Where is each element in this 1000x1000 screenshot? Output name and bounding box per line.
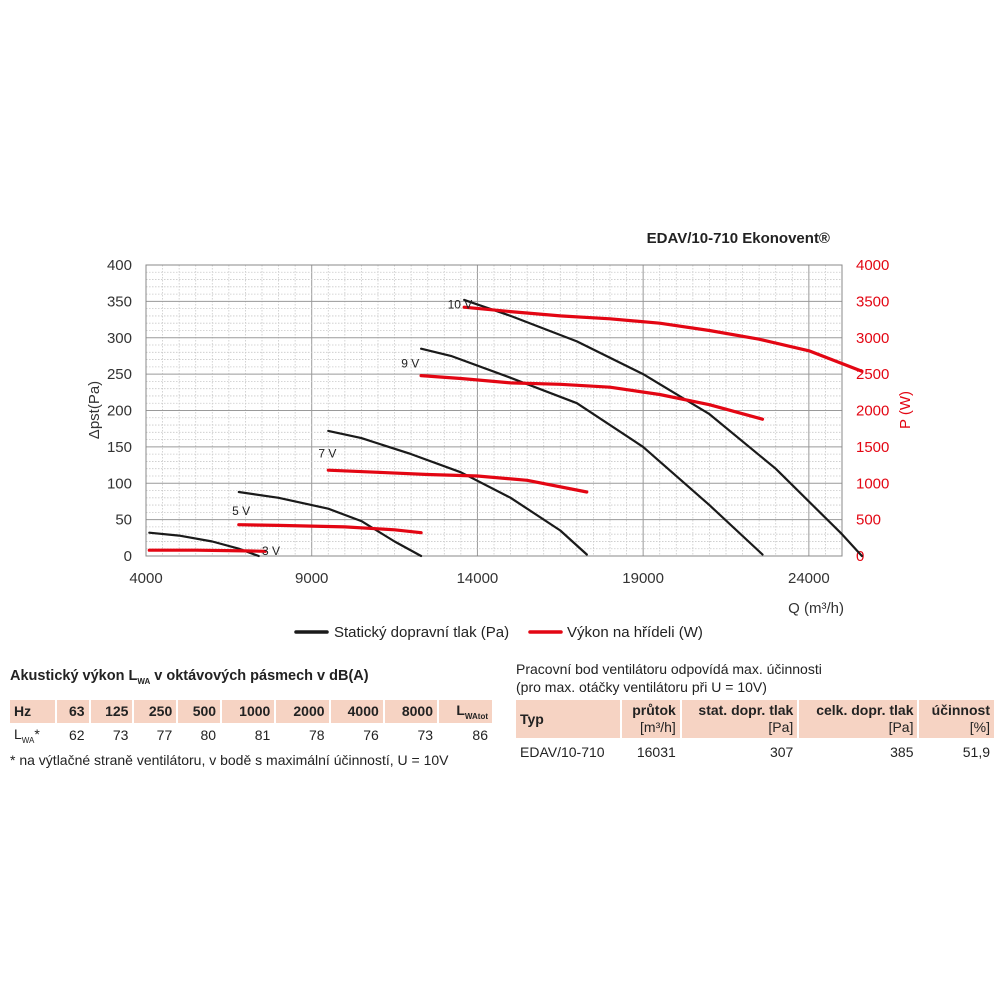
header-efficiency: účinnost [%]: [919, 700, 994, 738]
op-flow: 16031: [636, 744, 676, 760]
row-label-lwa: LWA*: [14, 725, 40, 745]
op-type: EDAV/10-710: [520, 744, 605, 760]
y-left-tick-label: 150: [107, 439, 132, 456]
y-right-tick-label: 3000: [856, 330, 889, 347]
y-right-axis-label: P (W): [897, 391, 914, 429]
value-500: 80: [200, 727, 217, 744]
power-curve-5v: [237, 523, 423, 535]
legend-label-power: Výkon na hřídeli (W): [567, 624, 703, 641]
operating-point-table: Typ průtok [m³/h] stat. dopr. tlak [Pa] …: [514, 700, 996, 763]
header-flow-unit: [m³/h]: [640, 719, 676, 735]
header-static: stat. dopr. tlak [Pa]: [681, 700, 798, 738]
y-left-tick-label: 200: [107, 403, 132, 420]
power-curve-9v: [419, 374, 765, 421]
legend-label-pressure: Statický dopravní tlak (Pa): [334, 624, 509, 641]
plot-border: [145, 264, 843, 557]
header-static-label: stat. dopr. tlak: [698, 702, 794, 718]
x-tick-label: 4000: [129, 570, 162, 587]
y-left-tick-label: 0: [124, 548, 132, 565]
y-left-tick-label: 400: [107, 257, 132, 274]
acoustic-header-row: Hz 63 125 250 500 1000 2000 4000 8000 LW…: [10, 700, 492, 723]
header-static-unit: [Pa]: [768, 719, 794, 735]
curve-label: 10 V: [448, 298, 473, 312]
value-8000: 73: [417, 727, 434, 744]
pressure-curve-9v: [420, 347, 764, 556]
x-axis-label: Q (m³/h): [788, 600, 844, 617]
curve-label: 9 V: [401, 356, 419, 370]
header-flow-label: průtok: [632, 702, 676, 718]
y-left-tick-label: 300: [107, 330, 132, 347]
header-63: 63: [57, 700, 89, 723]
op-total: 385: [890, 744, 914, 760]
curve-label: 5 V: [232, 504, 250, 518]
value-63: 62: [69, 727, 85, 744]
operating-point-note: Pracovní bod ventilátoru odpovídá max. ú…: [516, 660, 822, 696]
x-tick-label: 14000: [457, 570, 499, 587]
operating-point-header-row: Typ průtok [m³/h] stat. dopr. tlak [Pa] …: [516, 700, 994, 738]
header-4000: 4000: [330, 700, 383, 723]
value-2000: 78: [308, 727, 325, 744]
header-500: 500: [178, 700, 221, 723]
pressure-curve-7v: [327, 429, 588, 556]
y-right-tick-label: 1500: [856, 439, 889, 456]
x-tick-label: 19000: [622, 570, 664, 587]
header-total: celk. dopr. tlak [Pa]: [799, 700, 918, 738]
y-right-tick-label: 1000: [856, 475, 889, 492]
operating-point-note-line1: Pracovní bod ventilátoru odpovídá max. ú…: [516, 661, 822, 677]
header-8000: 8000: [384, 700, 438, 723]
value-1000: 81: [254, 727, 271, 744]
x-tick-label: 24000: [788, 570, 830, 587]
acoustic-table-title: Akustický výkon LWA v oktávových pásmech…: [10, 668, 369, 686]
header-250: 250: [134, 700, 177, 723]
fan-performance-chart: 4000 9000 14000 19000 2400005010015020025030…: [86, 230, 914, 641]
power-curve-3v: [147, 548, 267, 553]
acoustic-footnote: * na výtlačné straně ventilátoru, v bodě…: [10, 752, 449, 768]
value-250: 77: [156, 727, 173, 744]
header-2000: 2000: [276, 700, 329, 723]
header-total-label: celk. dopr. tlak: [816, 702, 914, 718]
pressure-curve-5v: [237, 490, 423, 558]
header-1000: 1000: [222, 700, 275, 723]
y-left-tick-label: 50: [115, 512, 132, 529]
y-left-tick-label: 350: [107, 293, 132, 310]
curve-label: 7 V: [318, 447, 336, 461]
header-efficiency-unit: [%]: [969, 719, 990, 735]
header-total-unit: [Pa]: [888, 719, 914, 735]
y-left-tick-label: 250: [107, 366, 132, 383]
value-4000: 76: [363, 727, 379, 744]
header-hz: Hz: [10, 700, 56, 723]
acoustic-table: Hz 63 125 250 500 1000 2000 4000 8000 LW…: [8, 700, 494, 748]
chart-title: EDAV/10-710 Ekonovent®: [647, 230, 830, 247]
value-total: 86: [472, 727, 488, 744]
power-curve-10v: [462, 305, 864, 373]
y-right-tick-label: 2000: [856, 403, 889, 420]
header-lwatot: LWAtot: [439, 700, 492, 723]
power-curve-7v: [326, 468, 589, 494]
y-right-tick-label: 2500: [856, 366, 889, 383]
y-left-axis-label: Δpst(Pa): [86, 381, 103, 439]
y-right-tick-label: 3500: [856, 293, 889, 310]
op-static: 307: [769, 744, 794, 760]
y-right-tick-label: 4000: [856, 257, 889, 274]
header-type: Typ: [516, 700, 620, 738]
pressure-curve-10v: [463, 298, 864, 558]
operating-point-row: EDAV/10-710 16031 307 385 51,9: [516, 738, 994, 763]
operating-point-note-line2: (pro max. otáčky ventilátoru při U = 10V…: [516, 679, 767, 695]
header-125: 125: [90, 700, 133, 723]
op-efficiency: 51,9: [962, 744, 990, 760]
header-efficiency-label: účinnost: [931, 702, 990, 718]
y-left-tick-label: 100: [107, 475, 132, 492]
y-right-tick-label: 0: [856, 548, 864, 565]
x-tick-label: 9000: [295, 570, 328, 587]
header-flow: průtok [m³/h]: [621, 700, 680, 738]
curve-label: 3 V: [262, 544, 280, 558]
y-right-tick-label: 500: [856, 512, 881, 529]
value-125: 73: [112, 727, 129, 744]
acoustic-value-row: LWA* 62 73 77 80 81 78 76 73 86: [10, 723, 492, 748]
